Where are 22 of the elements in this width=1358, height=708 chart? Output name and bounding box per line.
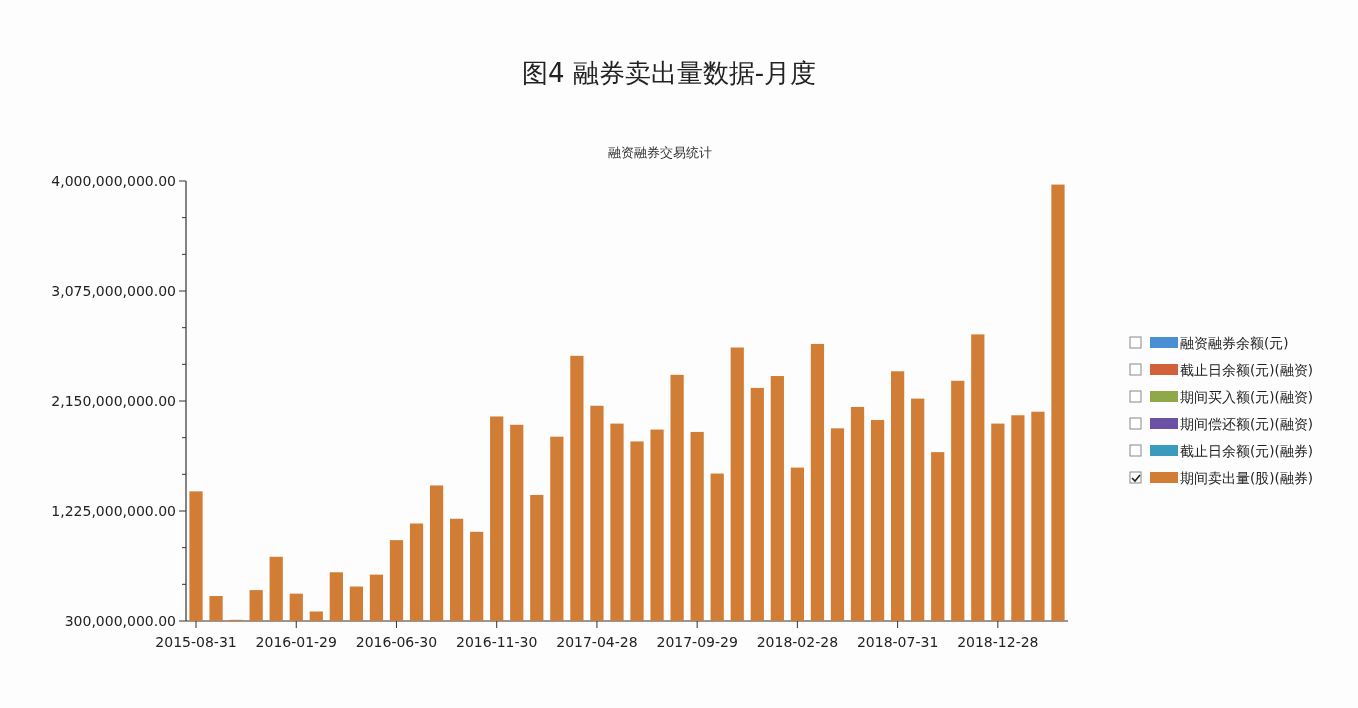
- x-tick-label: 2018-12-28: [957, 634, 1039, 650]
- x-tick-label: 2018-02-28: [756, 634, 839, 650]
- y-tick-label: 3,075,000,000.00: [51, 283, 176, 299]
- legend-label: 截止日余额(元)(融券): [1180, 443, 1314, 459]
- legend-label: 期间买入额(元)(融资): [1180, 389, 1314, 405]
- y-tick-label: 2,150,000,000.00: [51, 393, 176, 409]
- x-tick-label: 2015-08-31: [155, 634, 237, 650]
- x-tick-label: 2018-07-31: [856, 634, 939, 650]
- y-tick-label: 1,225,000,000.00: [51, 503, 176, 519]
- x-tick-label: 2017-09-29: [656, 634, 738, 650]
- legend-label: 截止日余额(元)(融资): [1180, 362, 1314, 378]
- y-tick-label: 300,000,000.00: [64, 613, 176, 629]
- legend-label: 期间卖出量(股)(融券): [1180, 470, 1314, 486]
- x-tick-label: 2016-06-30: [355, 634, 438, 650]
- chart-title: 图4 融券卖出量数据-月度: [521, 58, 817, 88]
- legend-label: 融资融券余额(元): [1180, 335, 1289, 351]
- x-tick-label: 2016-01-29: [255, 634, 337, 650]
- chart-subtitle: 融资融券交易统计: [608, 145, 712, 160]
- legend-label: 期间偿还额(元)(融资): [1180, 416, 1314, 432]
- x-tick-label: 2017-04-28: [556, 634, 638, 650]
- x-tick-label: 2016-11-30: [456, 634, 538, 650]
- y-tick-label: 4,000,000,000.00: [51, 173, 176, 189]
